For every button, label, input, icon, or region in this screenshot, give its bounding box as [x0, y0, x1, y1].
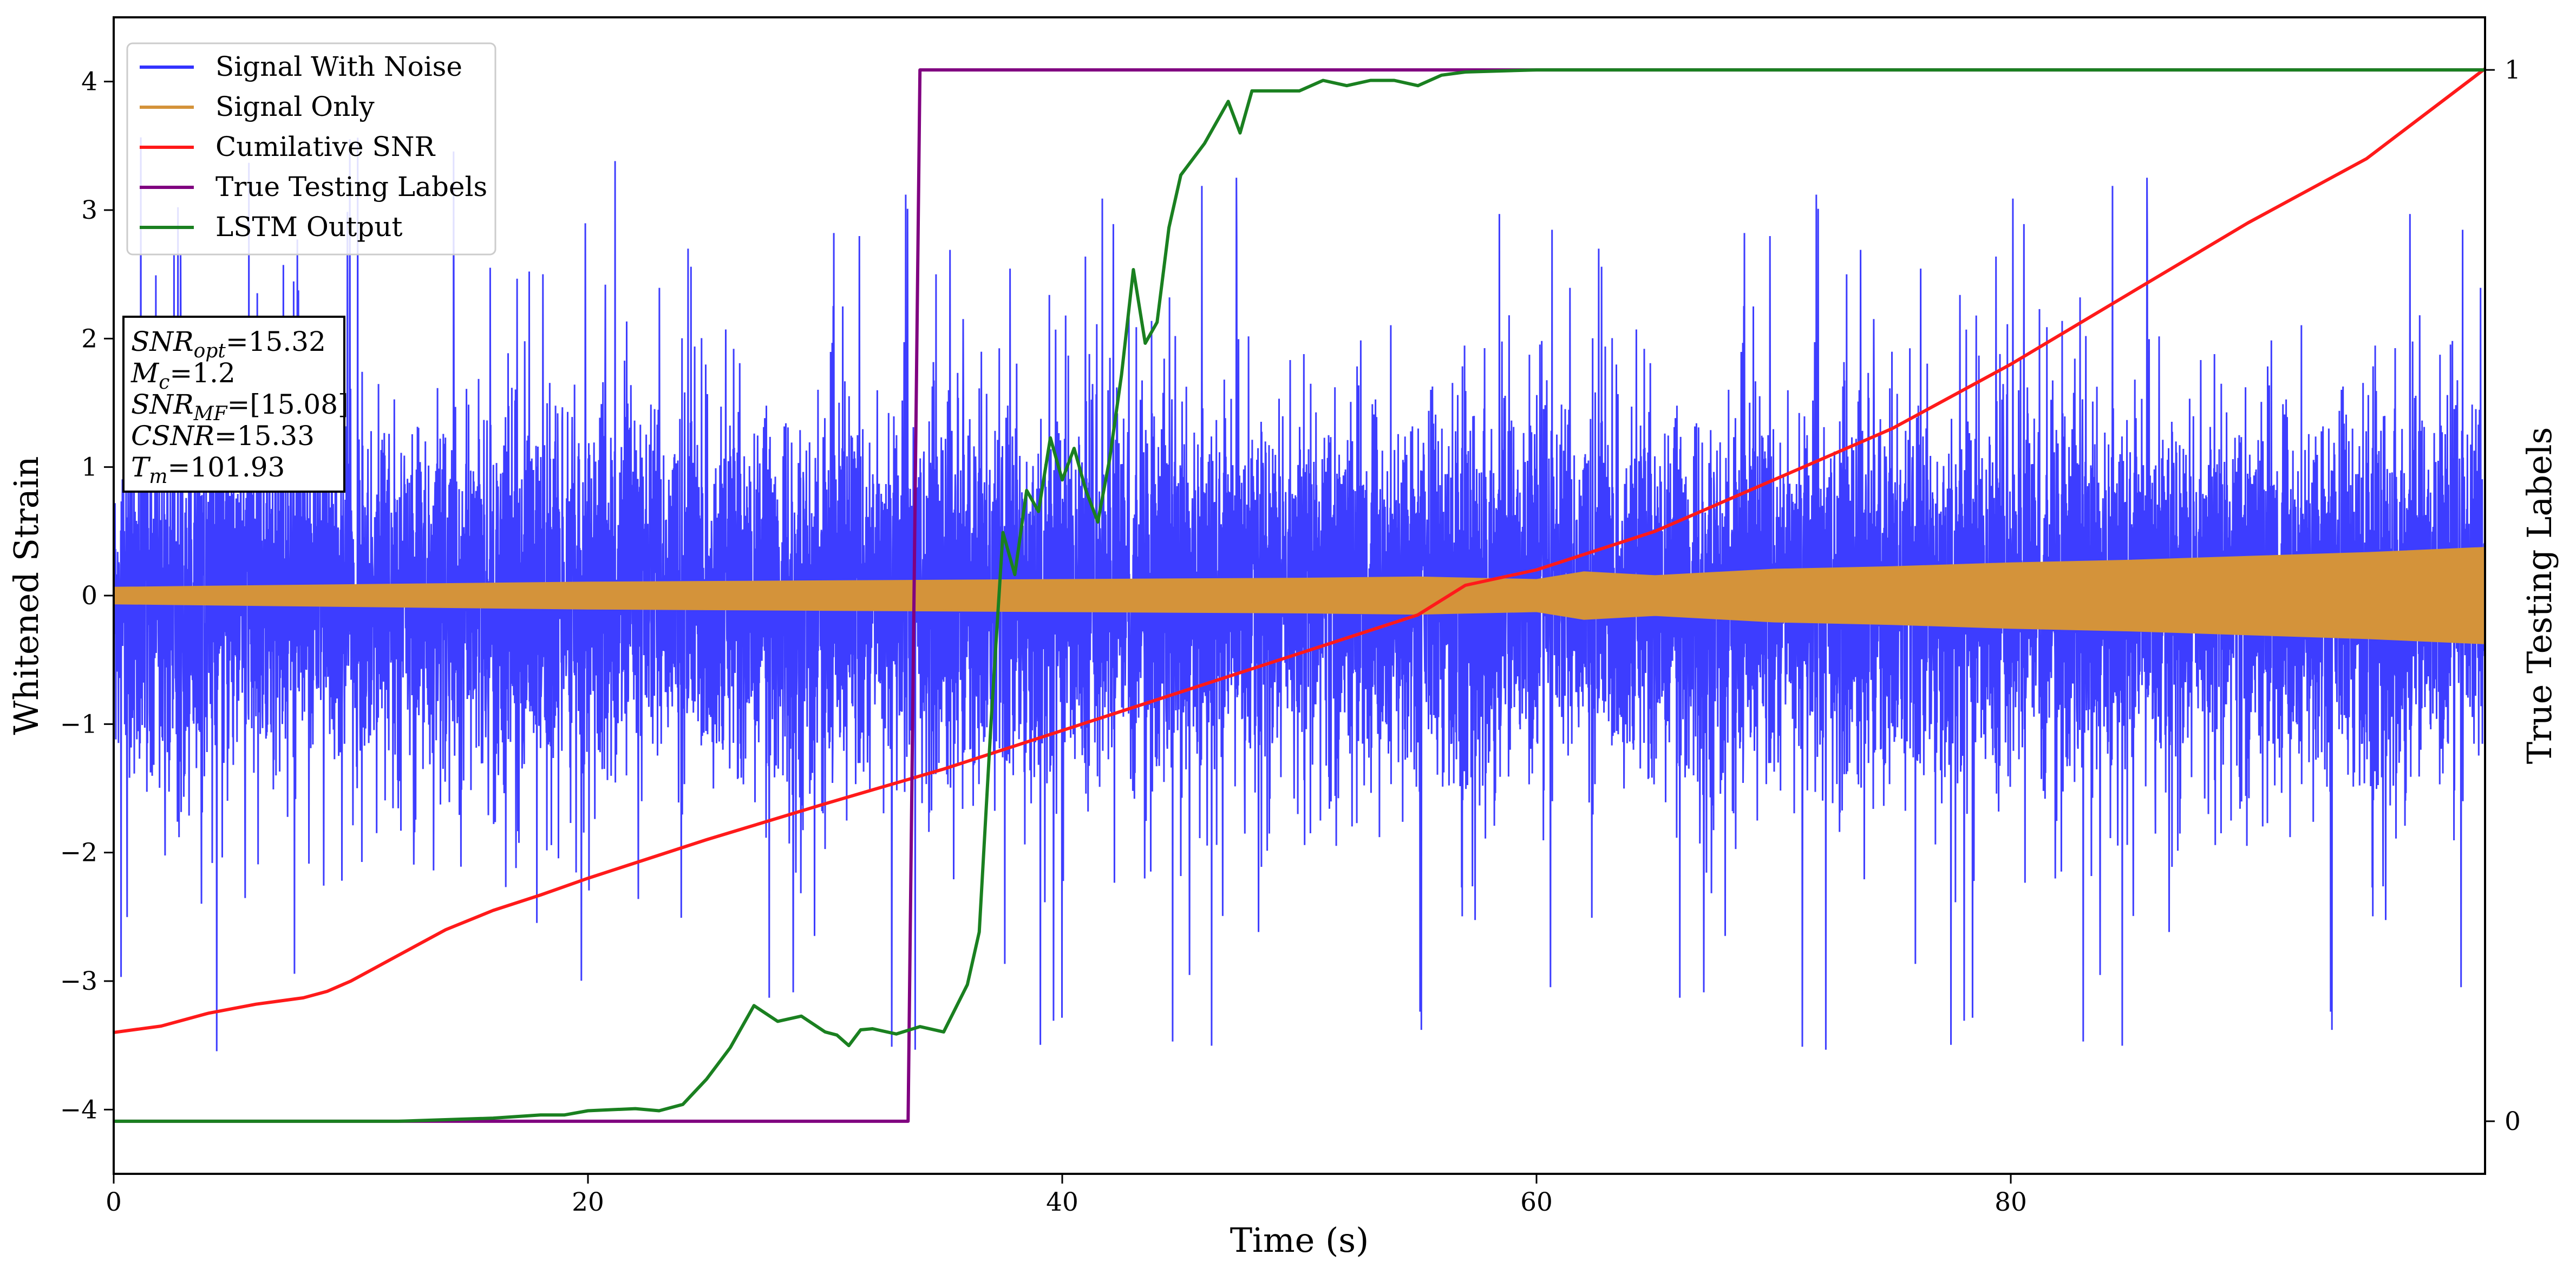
x-tick-label: 60 [1520, 1187, 1553, 1217]
y-tick-label: −4 [60, 1095, 97, 1125]
legend: Signal With Noise Signal Only Cumilative S… [126, 42, 496, 256]
legend-box [126, 42, 496, 256]
y-tick-label: −3 [60, 966, 97, 996]
y-tick-label: 2 [81, 324, 97, 354]
y-axis-label: Whitened Strain [6, 456, 46, 735]
info-box-line: SNRopt=15.32 [131, 326, 326, 362]
y-tick-label: 1 [81, 453, 97, 482]
legend-label: Signal Only [215, 91, 375, 122]
info-box: SNRopt=15.32Mc=1.2SNRMF=[15.08]CSNR=15.3… [122, 316, 349, 493]
series-lstm-output [114, 68, 2485, 1123]
series-cumilative-snr [114, 67, 2485, 1034]
series-signal-only [114, 547, 2485, 644]
info-box-line: Mc=1.2 [130, 357, 236, 394]
x-tick-label: 0 [106, 1187, 122, 1217]
x-tick-label: 20 [572, 1187, 604, 1217]
legend-label: True Testing Labels [215, 171, 487, 202]
legend-label: LSTM Output [215, 211, 402, 243]
y2-tick-label: 0 [2505, 1107, 2521, 1136]
plot-area [114, 67, 2485, 1123]
y2-tick-label: 1 [2505, 55, 2521, 85]
y-tick-label: 3 [81, 195, 97, 225]
info-box-line: CSNR=15.33 [131, 420, 315, 452]
y-tick-label: 0 [81, 581, 97, 611]
x-axis-label: Time (s) [1230, 1220, 1369, 1260]
y2-axis-label: True Testing Labels [2520, 427, 2559, 765]
info-box-line: Tm=101.93 [131, 452, 285, 488]
y-tick-label: 4 [81, 67, 97, 97]
y-tick-label: −2 [60, 838, 97, 868]
x-tick-label: 40 [1046, 1187, 1078, 1217]
legend-label: Cumilative SNR [215, 131, 435, 162]
info-box-frame [122, 316, 345, 493]
y-tick-label: −1 [60, 709, 97, 739]
x-tick-label: 80 [1995, 1187, 2027, 1217]
legend-label: Signal With Noise [215, 51, 462, 82]
info-box-line: SNRMF=[15.08] [131, 389, 349, 425]
